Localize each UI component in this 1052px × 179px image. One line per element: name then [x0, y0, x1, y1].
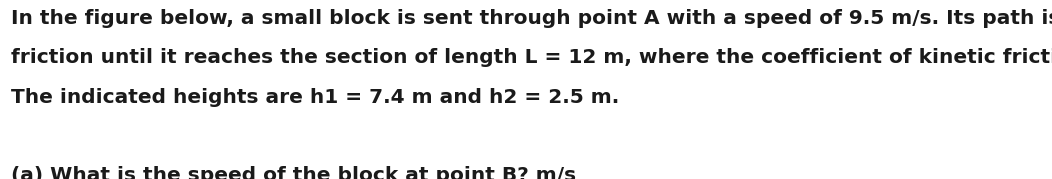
Text: friction until it reaches the section of length L = 12 m, where the coefficient : friction until it reaches the section of… — [11, 48, 1052, 67]
Text: The indicated heights are h1 = 7.4 m and h2 = 2.5 m.: The indicated heights are h1 = 7.4 m and… — [11, 88, 619, 107]
Text: In the figure below, a small block is sent through point A with a speed of 9.5 m: In the figure below, a small block is se… — [11, 9, 1052, 28]
Text: (a) What is the speed of the block at point B? m/s: (a) What is the speed of the block at po… — [11, 166, 575, 179]
